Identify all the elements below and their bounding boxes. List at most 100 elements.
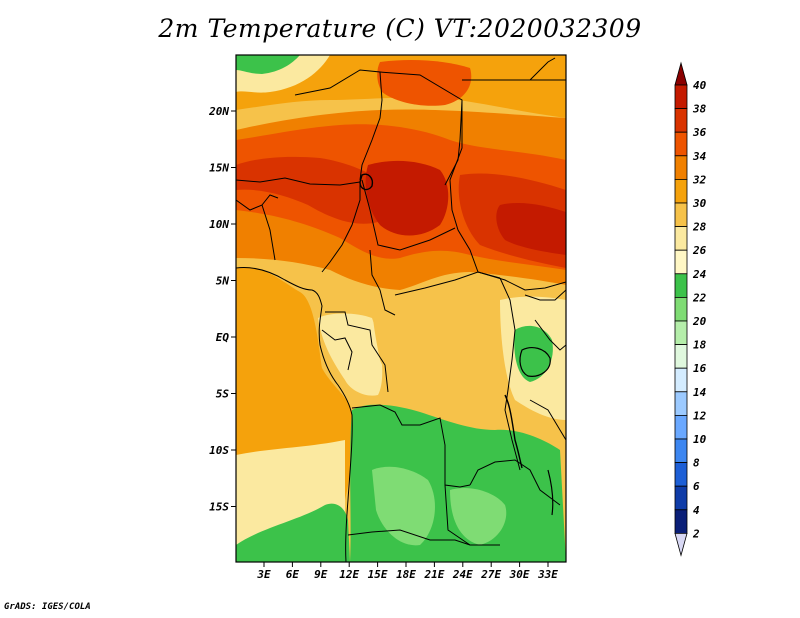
colorbar-label: 24 — [692, 268, 707, 281]
lat-label: 5S — [216, 388, 230, 401]
colorbar-swatch — [674, 84, 688, 110]
lon-label: 3E — [256, 568, 271, 581]
grads-credit: GrADS: IGES/COLA — [4, 602, 91, 612]
border-east-lakes — [499, 277, 521, 471]
borders — [236, 57, 566, 562]
lat-label: EQ — [216, 331, 230, 344]
colorbar-label: 34 — [692, 150, 707, 163]
colorbar-label: 36 — [692, 126, 707, 139]
colorbar-swatch — [674, 273, 688, 298]
colorbar-swatch — [674, 108, 688, 133]
colorbar-swatch — [674, 367, 688, 393]
lon-label: 15E — [368, 568, 388, 581]
border-mali-niger — [294, 69, 383, 181]
colorbar-label: 10 — [693, 433, 707, 446]
lon-label: 18E — [396, 568, 416, 581]
field-green-light2 — [450, 487, 507, 545]
colorbar-label: 20 — [692, 315, 707, 328]
border-chad-car — [361, 179, 456, 251]
colorbar-label: 16 — [693, 362, 707, 375]
field-sahara-green — [236, 55, 300, 74]
border-cameroon-car — [369, 249, 396, 316]
lat-label: 15N — [209, 162, 229, 175]
lon-label: 27E — [480, 568, 501, 581]
lon-label: 33E — [537, 568, 558, 581]
field-core-west — [236, 156, 390, 224]
border-zambia — [444, 459, 561, 546]
field-highlands-green — [514, 325, 553, 382]
colorbar-label: 26 — [692, 244, 707, 257]
colorbar-label: 38 — [692, 103, 707, 116]
lat-label: 10S — [209, 444, 229, 457]
colorbar-swatch — [674, 155, 688, 180]
colorbar-label: 40 — [693, 79, 707, 92]
longitude-axis: 3E 6E 9E 12E 15E 18E 21E 24E 27E 30E 33E — [256, 562, 558, 581]
colorbar-label: 18 — [693, 339, 707, 352]
border-south-sudan — [477, 271, 566, 291]
colorbar-label: 2 — [692, 527, 700, 540]
field-core-chad — [365, 160, 449, 236]
border-nigeria-north — [236, 177, 361, 186]
page-title: 2m Temperature (C) VT:2020032309 — [158, 14, 642, 43]
colorbar-label: 22 — [692, 291, 707, 304]
border-west-africa — [236, 194, 279, 261]
lake-victoria — [519, 347, 551, 377]
lon-label: 12E — [339, 568, 359, 581]
coastline-west — [236, 267, 353, 562]
lake-chad — [359, 173, 374, 191]
colorbar-label: 32 — [692, 173, 707, 186]
field-congo — [372, 292, 510, 396]
border-gabon-congo — [321, 329, 353, 371]
lon-label: 21E — [423, 568, 444, 581]
colorbar-swatch — [674, 462, 688, 487]
lat-label: 5N — [216, 275, 230, 288]
red-sea-coast — [529, 57, 556, 81]
colorbar-swatch — [674, 178, 688, 204]
colorbar-swatch — [674, 249, 688, 275]
colorbar-swatch — [674, 131, 688, 157]
field-coast-pale — [318, 313, 383, 396]
border-drc-angola — [351, 404, 471, 488]
colorbar-swatch — [674, 296, 688, 322]
colorbar-swatch — [674, 414, 688, 440]
colorbar-label: 30 — [692, 197, 707, 210]
colorbar-swatch — [674, 391, 688, 416]
temperature-field — [236, 55, 566, 562]
colorbar: 40 38 36 34 32 30 28 26 24 22 20 18 16 14 12 10 8 6 4 2 — [674, 61, 707, 557]
field-ocean-green — [236, 503, 350, 562]
colorbar-label: 4 — [693, 504, 700, 517]
field-sahara-hot — [377, 60, 472, 106]
colorbar-swatch — [674, 438, 688, 464]
lon-label: 24E — [452, 568, 473, 581]
colorbar-label: 14 — [693, 386, 707, 399]
lon-label: 9E — [314, 568, 328, 581]
lake-malawi — [547, 469, 554, 516]
colorbar-swatch — [674, 320, 688, 346]
lat-label: 10N — [209, 218, 229, 231]
colorbar-swatch — [674, 202, 688, 228]
colorbar-label: 28 — [692, 221, 707, 234]
colorbar-swatch — [674, 509, 688, 534]
border-uganda-kenya — [524, 289, 566, 351]
lon-label: 6E — [286, 568, 300, 581]
colorbar-label: 12 — [693, 409, 707, 422]
border-tanzania — [529, 399, 566, 441]
border-nigeria-cameroon — [321, 182, 361, 273]
colorbar-bottom-arrow — [674, 533, 688, 557]
lake-tanganyika — [504, 394, 523, 469]
colorbar-top-arrow — [674, 61, 688, 86]
field-core-sudan-deep — [496, 202, 566, 255]
colorbar-label: 6 — [693, 480, 700, 493]
colorbar-swatch — [674, 226, 688, 251]
colorbar-swatch — [674, 344, 688, 369]
field-green-light — [372, 466, 435, 546]
lat-label: 20N — [208, 105, 229, 118]
latitude-axis: 20N 15N 10N 5N EQ 5S 10S 15S — [208, 105, 236, 514]
lat-label: 15S — [209, 501, 229, 514]
map-frame — [235, 54, 567, 563]
colorbar-swatch — [674, 485, 688, 511]
lon-label: 30E — [509, 568, 530, 581]
border-chad-sudan — [449, 100, 479, 273]
colorbar-label: 8 — [693, 457, 700, 470]
